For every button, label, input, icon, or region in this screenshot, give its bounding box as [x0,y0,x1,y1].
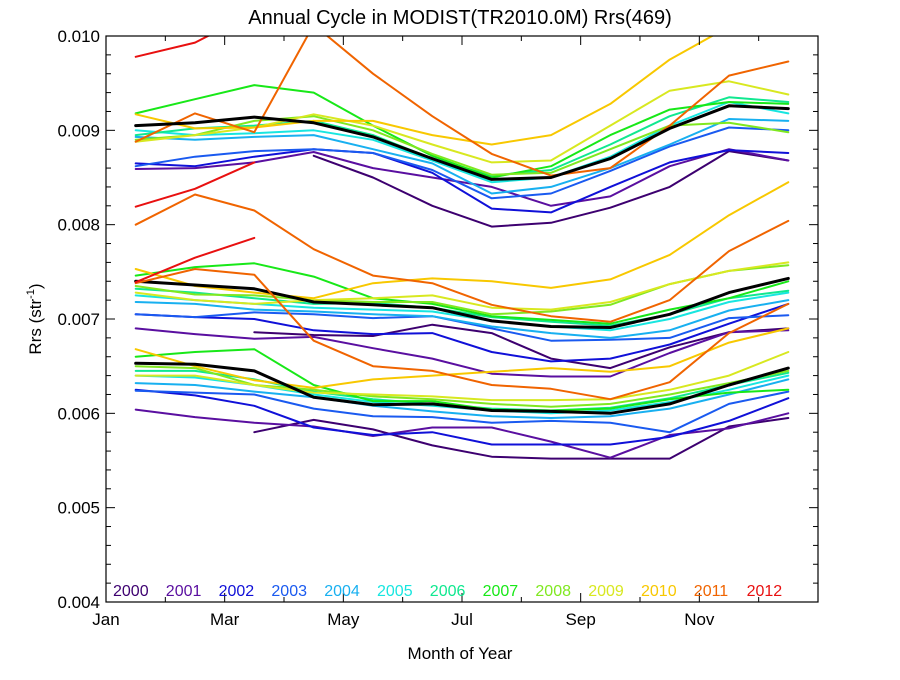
series-line-2009-37 [134,351,790,402]
plot-lines [134,36,790,460]
series-line-2003-31 [134,389,790,434]
series-line-2012-40 [134,236,256,284]
x-tick-label: Sep [566,610,596,629]
series-line-2011-11 [134,36,790,177]
series-line-2002-30 [134,388,790,446]
y-axis-label-text: Rrs (str [26,299,45,355]
series-line-2012-12 [134,36,211,58]
series-line-2000-28 [253,417,790,460]
y-tick-label: 0.009 [57,121,100,140]
series-line-mean-27 [134,276,790,329]
series-line-2010-38 [134,327,790,389]
y-tick-label: 0.010 [57,27,100,46]
legend-item-2002: 2002 [219,583,255,600]
x-tick-label: Jul [451,610,473,629]
x-axis: Jan Mar May Jul Sep Nov [92,36,760,629]
series-line-mean-13 [134,104,790,181]
series-line-2002-2 [134,148,790,214]
series-line-2007-21 [134,262,790,325]
series-line-2011-39 [134,268,790,401]
series-line-2011-25 [134,193,790,323]
legend-item-2004: 2004 [324,583,360,600]
y-tick-label: 0.005 [57,499,100,518]
legend-item-2005: 2005 [377,583,413,600]
x-tick-label: Nov [684,610,715,629]
y-axis-label-suffix: ) [26,283,45,289]
series-line-2008-36 [134,365,790,408]
series-line-2000-14 [253,323,790,370]
legend-item-2009: 2009 [588,583,624,600]
series-line-2007-7 [134,84,790,179]
plot-frame [105,35,819,603]
legend-item-2007: 2007 [483,583,519,600]
legend-item-2001: 2001 [166,583,202,600]
legend-item-2008: 2008 [535,583,571,600]
legend: 2000 2001 2002 2003 2004 2005 2006 2007 2008 2009… [113,583,782,600]
y-tick-label: 0.008 [57,216,100,235]
series-line-2005-5 [134,101,790,184]
series-line-2002-16 [134,302,790,363]
y-tick-label: 0.007 [57,310,100,329]
series-line-2010-10 [134,36,715,146]
x-tick-label: Jan [92,610,119,629]
series-line-2001-1 [134,148,790,207]
legend-item-2000: 2000 [113,583,149,600]
series-line-mean-41 [134,361,790,415]
y-axis-label-superscript: -1 [25,289,37,299]
x-axis-label: Month of Year [408,644,513,663]
series-line-2007-35 [134,348,790,412]
x-tick-label: Mar [210,610,240,629]
legend-item-2010: 2010 [641,583,677,600]
y-axis: 0.004 0.005 0.006 0.007 0.008 0.009 0.010 [57,27,818,612]
series-line-2000-0 [312,150,790,228]
y-tick-label: 0.004 [57,593,100,612]
series-line-2004-32 [134,378,790,419]
legend-item-2003: 2003 [271,583,307,600]
series-line-2012-26 [134,161,256,208]
y-tick-label: 0.006 [57,404,100,423]
chart-title: Annual Cycle in MODIST(TR2010.0M) Rrs(46… [248,7,671,29]
series-line-2001-15 [134,327,790,378]
x-tick-label: May [327,610,360,629]
series-line-2009-23 [134,261,790,311]
series-line-2010-24 [134,181,790,300]
legend-item-2006: 2006 [430,583,466,600]
series-line-2004-18 [134,299,790,339]
series-line-2004-4 [134,118,790,195]
y-axis-label: Rrs (str-1) [25,283,45,354]
legend-item-2012: 2012 [747,583,783,600]
series-line-2003-3 [134,126,790,200]
legend-item-2011: 2011 [694,583,729,600]
